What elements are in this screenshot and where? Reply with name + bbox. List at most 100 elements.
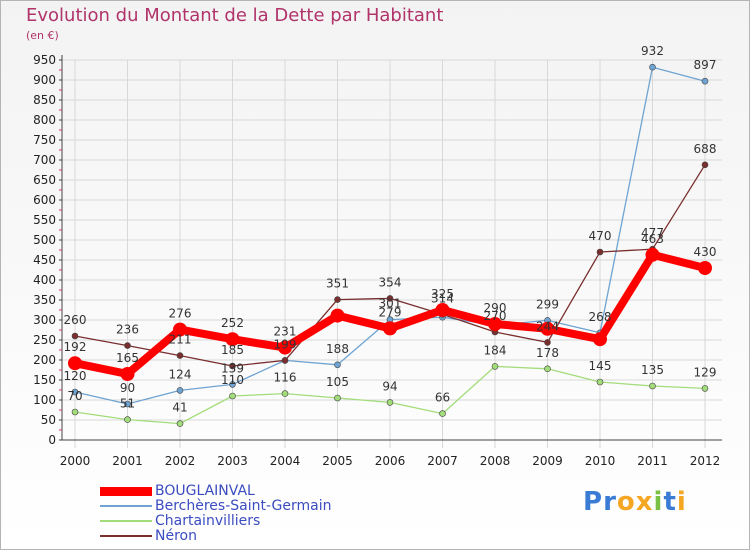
- data-label: 299: [536, 297, 559, 311]
- logo-letter: t: [663, 487, 676, 517]
- data-label: 70: [67, 389, 82, 403]
- data-label: 470: [589, 229, 612, 243]
- data-label: 199: [274, 337, 297, 351]
- logo-letter: i: [677, 487, 687, 517]
- y-tick-label: 800: [33, 113, 56, 127]
- data-label: 116: [274, 371, 297, 385]
- data-label: 236: [116, 323, 139, 337]
- legend-label: Néron: [155, 529, 197, 544]
- data-point: [702, 385, 708, 391]
- y-tick-label: 950: [33, 53, 56, 67]
- data-point: [121, 367, 135, 381]
- proxiti-logo: Proxiti: [583, 487, 687, 517]
- data-point: [335, 362, 341, 368]
- data-label: 211: [169, 333, 192, 347]
- x-tick-label: 2002: [165, 454, 196, 468]
- y-tick-label: 900: [33, 73, 56, 87]
- legend-swatch: [100, 487, 152, 496]
- y-tick-label: 300: [33, 313, 56, 327]
- data-point: [72, 409, 78, 415]
- x-tick-label: 2010: [585, 454, 616, 468]
- data-point: [492, 363, 498, 369]
- data-label: 105: [326, 375, 349, 389]
- data-point: [177, 421, 183, 427]
- data-point: [230, 393, 236, 399]
- data-label: 688: [694, 142, 717, 156]
- data-label: 354: [379, 275, 402, 289]
- data-label: 430: [694, 245, 717, 259]
- data-label: 129: [694, 365, 717, 379]
- legend-label: Berchères-Saint-Germain: [155, 499, 332, 514]
- y-tick-label: 350: [33, 293, 56, 307]
- y-tick-label: 850: [33, 93, 56, 107]
- data-point: [72, 333, 78, 339]
- data-label: 66: [435, 391, 450, 405]
- data-label: 477: [641, 226, 664, 240]
- data-point: [331, 309, 345, 323]
- data-label: 270: [484, 309, 507, 323]
- data-point: [125, 417, 131, 423]
- data-point: [593, 332, 607, 346]
- data-label: 188: [326, 342, 349, 356]
- data-label: 244: [536, 319, 559, 333]
- data-point: [383, 321, 397, 335]
- y-tick-label: 600: [33, 193, 56, 207]
- data-point: [282, 391, 288, 397]
- x-tick-label: 2006: [375, 454, 406, 468]
- data-point: [387, 399, 393, 405]
- logo-letter: P: [583, 487, 603, 517]
- legend-swatch: [100, 535, 152, 537]
- data-label: 145: [589, 359, 612, 373]
- y-tick-label: 500: [33, 233, 56, 247]
- logo-letter: i: [654, 487, 664, 517]
- legend-label: BOUGLAINVAL: [155, 484, 255, 499]
- data-label: 135: [641, 363, 664, 377]
- x-tick-label: 2001: [112, 454, 143, 468]
- data-label: 260: [64, 313, 87, 327]
- data-point: [335, 297, 341, 303]
- y-tick-label: 700: [33, 153, 56, 167]
- data-point: [177, 387, 183, 393]
- data-label: 124: [169, 367, 192, 381]
- data-label: 351: [326, 277, 349, 291]
- logo-letter: o: [617, 487, 636, 517]
- y-tick-label: 50: [41, 413, 56, 427]
- x-tick-label: 2007: [427, 454, 458, 468]
- data-point: [545, 366, 551, 372]
- y-tick-label: 0: [48, 433, 56, 447]
- data-point: [545, 339, 551, 345]
- data-label: 184: [484, 343, 507, 357]
- legend-swatch: [100, 520, 152, 522]
- data-label: 94: [382, 379, 397, 393]
- data-point: [702, 78, 708, 84]
- y-tick-label: 400: [33, 273, 56, 287]
- data-point: [335, 395, 341, 401]
- data-label: 120: [64, 369, 87, 383]
- y-tick-label: 100: [33, 393, 56, 407]
- data-label: 314: [431, 291, 454, 305]
- data-label: 90: [120, 381, 135, 395]
- y-tick-label: 200: [33, 353, 56, 367]
- x-tick-label: 2012: [690, 454, 721, 468]
- x-tick-label: 2005: [322, 454, 353, 468]
- x-tick-label: 2004: [270, 454, 301, 468]
- data-label: 51: [120, 397, 135, 411]
- data-label: 185: [221, 343, 244, 357]
- y-tick-label: 450: [33, 253, 56, 267]
- data-label: 192: [64, 340, 87, 354]
- data-point: [702, 162, 708, 168]
- data-label: 252: [221, 316, 244, 330]
- y-tick-label: 750: [33, 133, 56, 147]
- y-tick-label: 150: [33, 373, 56, 387]
- x-tick-label: 2009: [532, 454, 563, 468]
- data-point: [440, 411, 446, 417]
- data-point: [698, 261, 712, 275]
- data-label: 301: [379, 297, 402, 311]
- data-point: [650, 383, 656, 389]
- chart-plot: 0501001502002503003504004505005506006507…: [0, 0, 750, 550]
- legend-label: Chartainvilliers: [155, 514, 260, 529]
- data-point: [646, 248, 660, 262]
- x-tick-label: 2003: [217, 454, 248, 468]
- data-label: 110: [221, 373, 244, 387]
- logo-letter: x: [636, 487, 654, 517]
